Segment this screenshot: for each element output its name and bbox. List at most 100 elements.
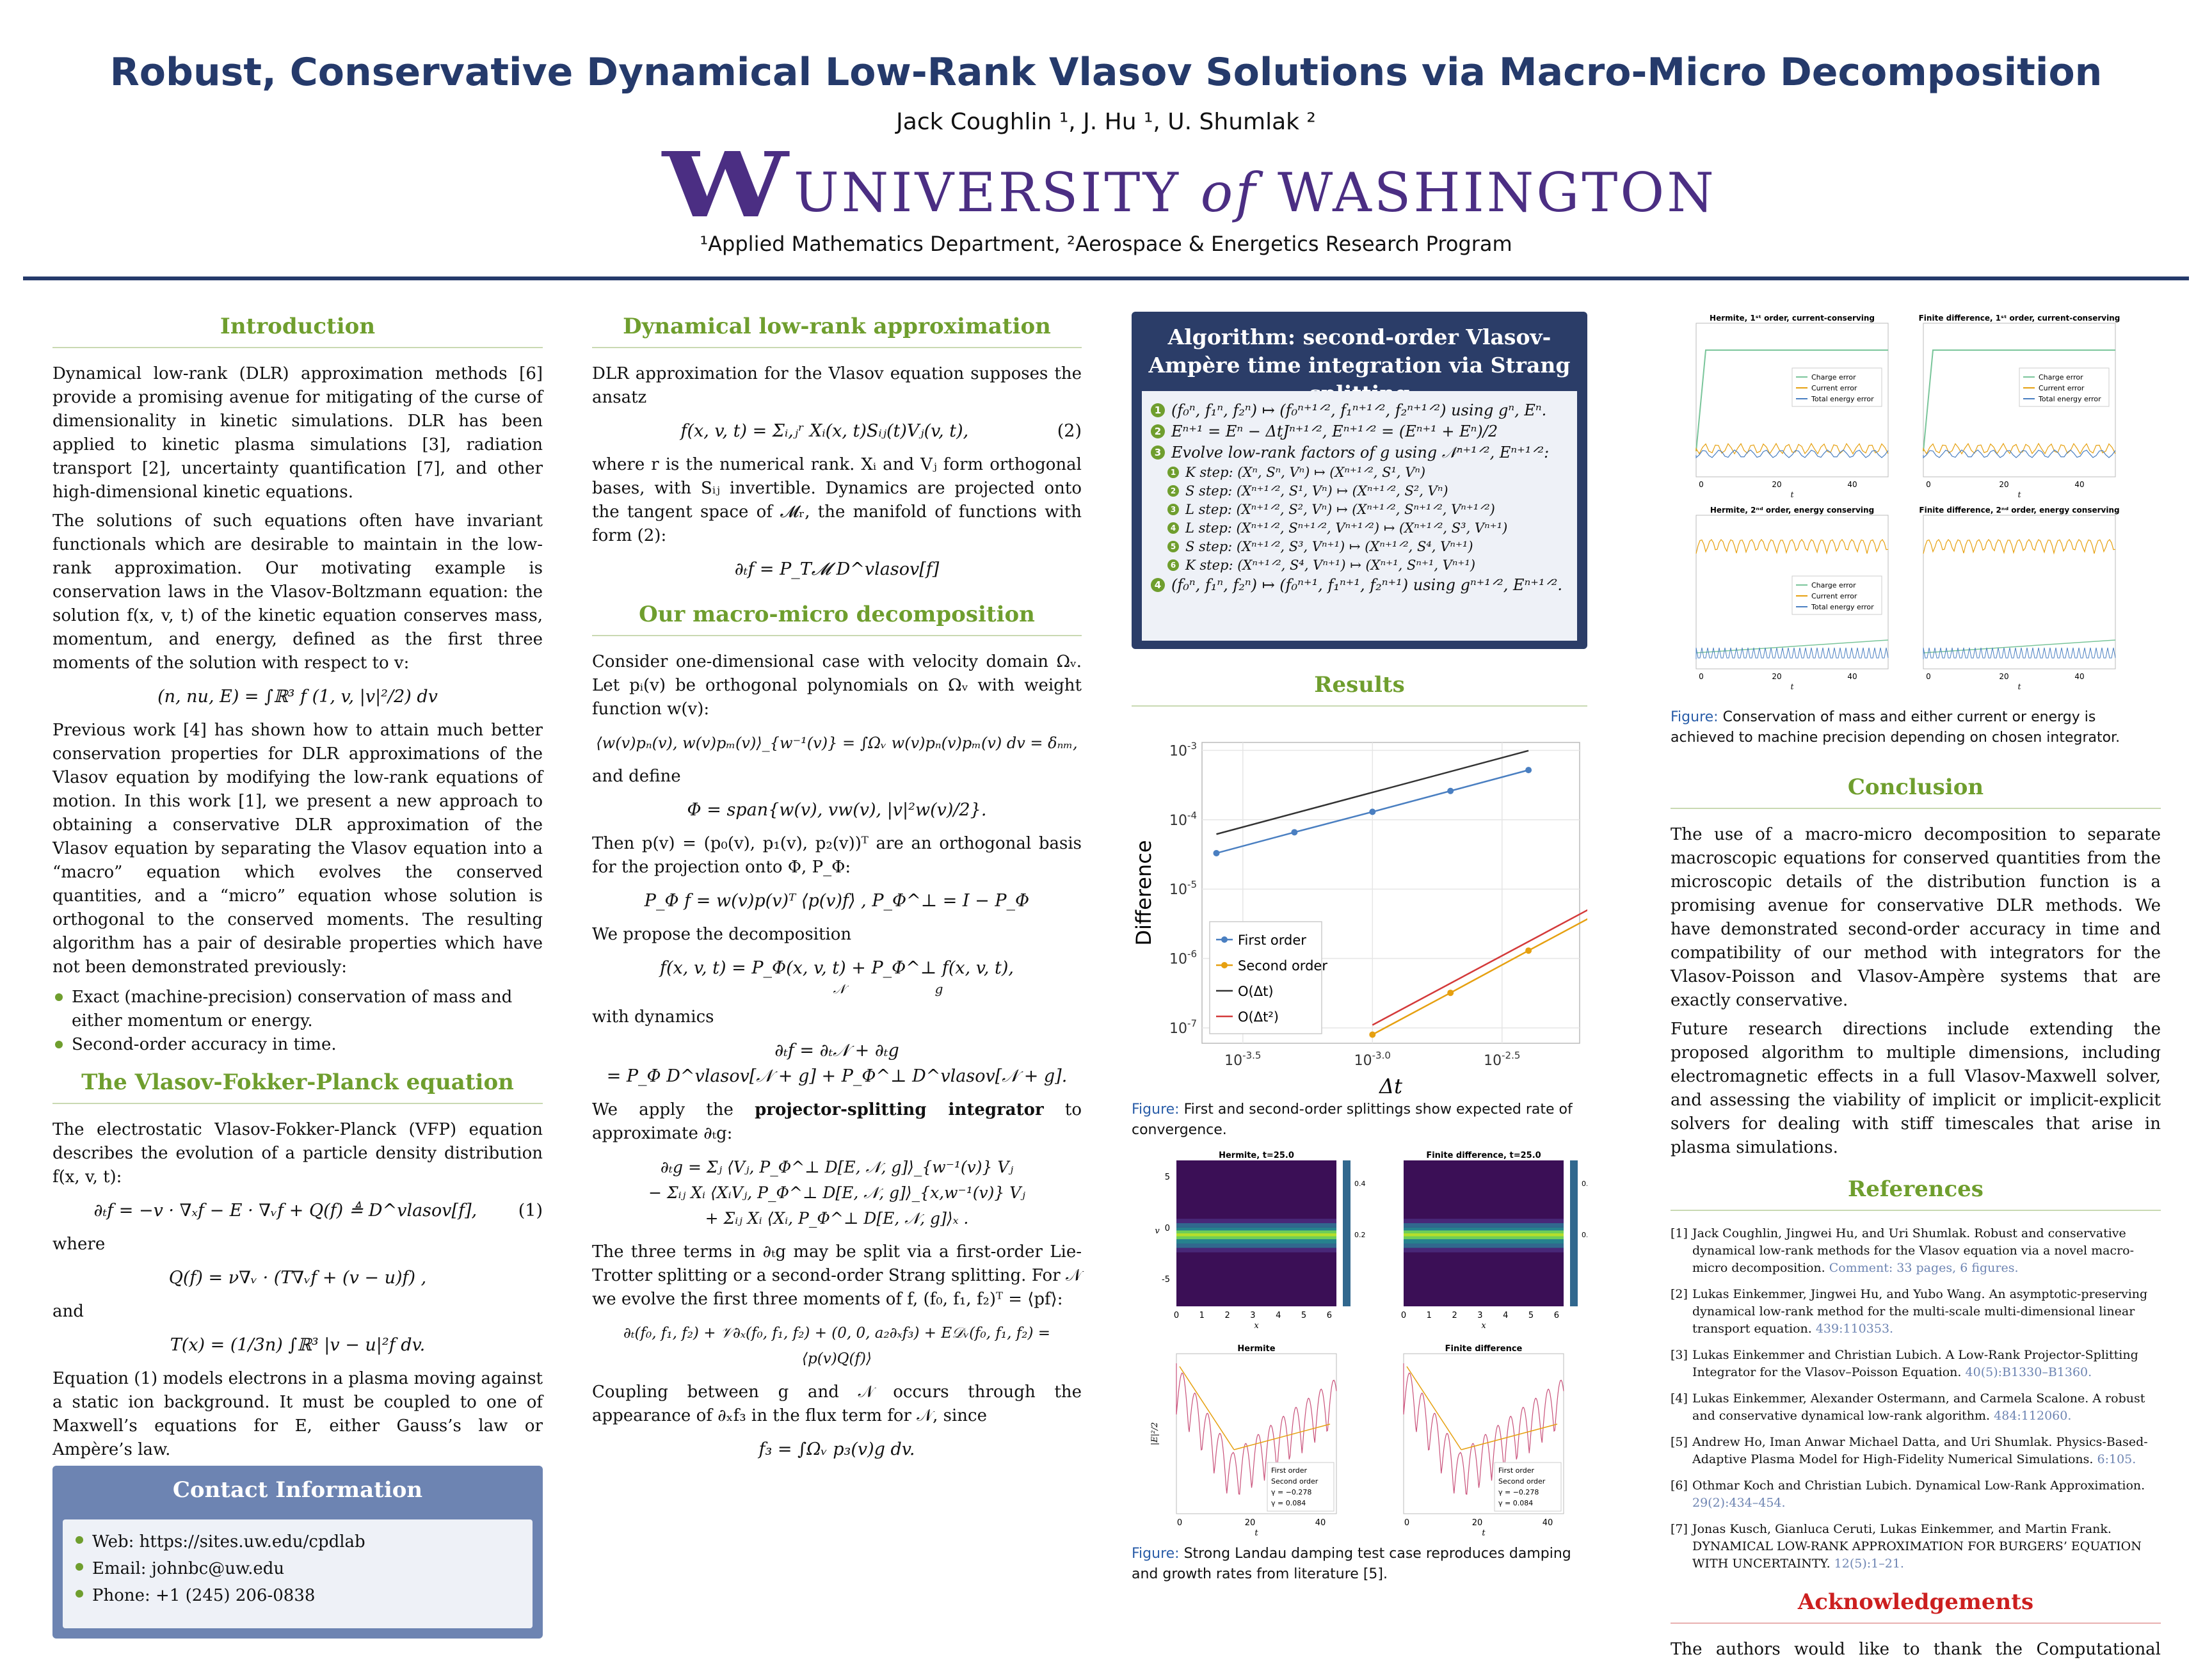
heatmap-x-tick: 5 [1301,1311,1306,1320]
conservation-x-tick: 0 [1926,672,1931,681]
reference-link[interactable]: 439:110353. [1815,1322,1894,1336]
column-4: Conclusion The use of a macro-micro deco… [1671,774,2161,1659]
conservation-x-tick: 20 [1999,480,2008,489]
line-plot-legend-label: γ = −0.278 [1498,1488,1539,1496]
results-title: Results [1132,672,1587,707]
heatmap-band [1176,1243,1336,1248]
heatmap-x-tick: 0 [1174,1311,1179,1320]
y-tick-label: 10-4 [1169,810,1197,829]
contact-web[interactable]: Web: https://sites.uw.edu/cpdlab [73,1528,522,1555]
intro-paragraph-1: Dynamical low-rank (DLR) approximation m… [52,364,543,502]
heatmap-band [1404,1219,1564,1224]
line-plot-legend-label: Second order [1271,1477,1318,1486]
contact-email[interactable]: Email: johnbc@uw.edu [73,1555,522,1582]
line-plot-title: Finite difference [1445,1344,1523,1354]
property-item: Exact (machine-precision) conservation o… [52,986,543,1033]
conservation-legend-label: Current error [1811,384,1857,392]
dlr-title: Dynamical low-rank approximation [592,314,1082,348]
landau-damping-figures: Hermite, t=25.0 0.4 0.2 0 1 2 3 4 5 6 x 5 0 -5 v Finite… [1150,1151,1587,1538]
conservation-x-tick: 0 [1926,480,1931,489]
colorbar [1570,1160,1578,1306]
conclusion-paragraph-1: The use of a macro-micro decomposition t… [1671,825,2161,1010]
legend-label: O(Δt²) [1238,1009,1279,1025]
algorithm-step: 2 Eⁿ⁺¹ = Eⁿ − ΔtJⁿ⁺¹ᐟ², Eⁿ⁺¹ᐟ² = (Eⁿ⁺¹ + … [1151,421,1568,442]
contact-box: Web: https://sites.uw.edu/cpdlab Email: … [63,1519,533,1628]
line-plot-x-tick: 20 [1472,1518,1483,1528]
current-error-line [1923,539,2116,555]
charge-error-line [1695,639,1889,653]
reference-link[interactable]: 12(5):1–21. [1834,1557,1904,1571]
series-line [1372,909,1587,1026]
reference-item: [3] Lukas Einkemmer and Christian Lubich.… [1671,1348,2138,1379]
heatmap-band [1404,1239,1564,1244]
algorithm-title: Algorithm: second-order Vlasov-Ampère ti… [1148,325,1571,406]
energy-error-line [1923,449,2116,459]
conservation-x-tick: 0 [1699,480,1704,489]
line-plot-y-label: |E|²/2 [1150,1422,1160,1445]
line-plot-legend [1267,1462,1334,1512]
conservation-legend-label: Total energy error [2038,395,2101,403]
contact-panel: Contact Information Web: https://sites.u… [52,1466,543,1639]
x-tick-label: 10-2.5 [1484,1050,1520,1069]
line-plot-x-label: t [1482,1528,1486,1538]
heatmap-title: Finite difference, t=25.0 [1426,1151,1541,1160]
conservation-legend-label: Charge error [1811,373,1856,381]
conservation-plot-area [1923,515,2116,669]
heatmap-band [1404,1233,1564,1238]
reference-item: [7] Jonas Kusch, Gianluca Ceruti, Lukas E… [1671,1522,2142,1571]
heatmap-x-tick: 2 [1452,1311,1457,1320]
x-tick-label: 10-3.5 [1224,1050,1261,1069]
splitting-equation-line-1: ∂ₜg = Σⱼ ⟨Vⱼ, P_Φ^⊥ D[E, 𝒩, g]⟩_{w⁻¹(v)}… [660,1158,1014,1176]
x-axis-label: Δt [1378,1074,1402,1098]
ansatz-equation: f(x, v, t) = Σᵢ,ⱼʳ Xᵢ(x, t)Sᵢⱼ(t)Vⱼ(v, t… [680,421,1082,441]
energy-error-line [1923,647,2116,659]
conservation-figures: Hermite, 1ˢᵗ order, current-conserving 0 2… [1695,314,2120,691]
energy-error-line [1695,647,1889,659]
heatmap-x-tick: 0 [1401,1311,1406,1320]
line-plot-x-tick: 0 [1404,1518,1409,1528]
landau-caption: Figure: Strong Landau damping test case … [1132,1546,1571,1582]
legend-label: First order [1238,933,1306,948]
legend-marker [1221,936,1228,943]
reference-link[interactable]: 40(5):B1330–B1360. [1965,1365,2092,1379]
energy-error-line [1695,449,1889,459]
line-plot-x-tick: 20 [1245,1518,1256,1528]
affiliations: ¹Applied Mathematics Department, ²Aerosp… [700,232,1512,256]
reference-link[interactable]: Comment: 33 pages, 6 figures. [1829,1261,2019,1275]
macro-paragraph-2: Then p(v) = (p₀(v), p₁(v), p₂(v))ᵀ are a… [592,834,1082,877]
heatmap-y-tick: 5 [1165,1173,1170,1182]
y-tick-label: 10-5 [1169,879,1197,898]
decomposition-underbrace-labels: 𝒩 g [833,981,943,997]
vfp-paragraph-1: The electrostatic Vlasov-Fokker-Planck (… [52,1120,543,1187]
line-plot-legend-label: γ = 0.084 [1271,1499,1306,1507]
uw-wordmark: UNIVERSITY of WASHINGTON [794,161,1717,224]
reference-list: [1] Jack Coughlin, Jingwei Hu, and Uri Sh… [1671,1225,2161,1573]
reference-item: [2] Lukas Einkemmer, Jingwei Hu, and Yubo… [1671,1287,2148,1336]
conservation-x-tick: 40 [1847,672,1857,681]
intro-title: Introduction [52,314,543,348]
reference-link[interactable]: 6:105. [2097,1452,2136,1466]
conservation-legend-label: Current error [1811,592,1857,600]
reference-item: [5] Andrew Ho, Iman Anwar Michael Datta, … [1671,1435,2148,1466]
acknowledgements-text: The authors would like to thank the Comp… [1671,1640,2161,1659]
macro-paragraph-5: We apply the projector-splitting integra… [592,1100,1082,1143]
conservation-caption: Figure: Conservation of mass and either … [1671,709,2120,746]
splitting-equation-line-2: − Σᵢⱼ Xᵢ ⟨XᵢVⱼ, P_Φ^⊥ D[E, 𝒩, g]⟩_{x,w⁻¹… [648,1183,1025,1202]
conservation-x-label: t [1791,682,1794,691]
conservation-x-tick: 0 [1699,672,1704,681]
heatmap-x-tick: 4 [1276,1311,1281,1320]
algorithm-panel: Algorithm: second-order Vlasov-Ampère ti… [1132,312,1587,649]
conservation-x-label: t [1791,490,1794,499]
poster-title: Robust, Conservative Dynamical Low-Rank … [109,50,2103,95]
legend-marker [1221,962,1228,968]
heatmap-y-tick: -5 [1162,1275,1170,1285]
y-tick-label: 10-3 [1169,740,1197,759]
line-plot-x-tick: 40 [1315,1518,1326,1528]
reference-link[interactable]: 484:112060. [1994,1409,2072,1423]
heatmap-band [1404,1236,1564,1241]
conservation-legend-label: Charge error [2039,373,2083,381]
reference-link[interactable]: 29(2):434–454. [1692,1496,1786,1510]
